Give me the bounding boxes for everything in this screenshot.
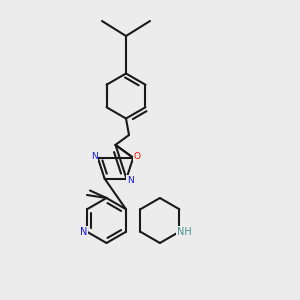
Text: N: N [80,227,88,237]
Text: NH: NH [176,227,191,237]
Text: O: O [133,152,140,161]
Text: N: N [127,176,134,184]
Text: N: N [91,152,98,161]
